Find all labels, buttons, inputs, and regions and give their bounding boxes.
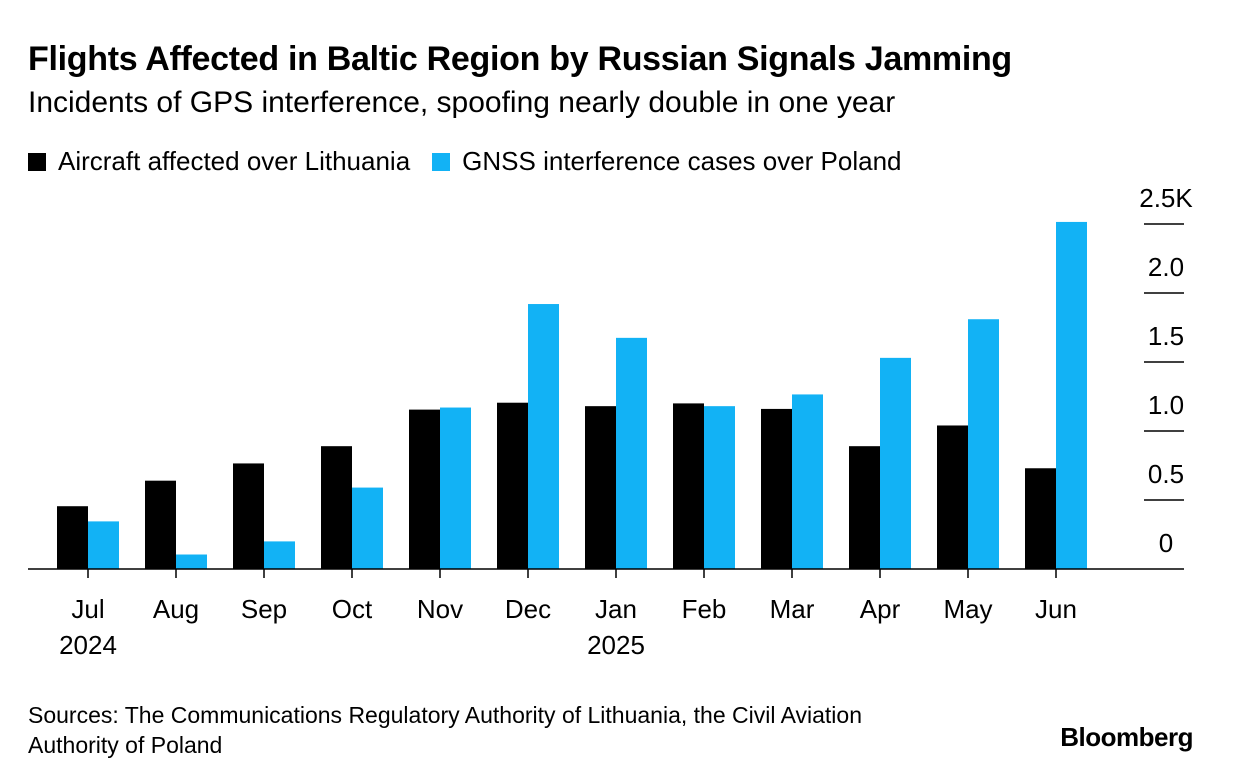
bar-poland <box>264 541 295 569</box>
legend-label-poland: GNSS interference cases over Poland <box>462 146 902 176</box>
bar-lithuania <box>937 425 968 569</box>
bar-lithuania <box>321 446 352 569</box>
x-tick-label: Jul <box>71 594 104 624</box>
x-tick-label: Apr <box>860 594 901 624</box>
legend: Aircraft affected over Lithuania GNSS in… <box>28 146 924 177</box>
bar-poland <box>704 406 735 569</box>
bar-lithuania <box>849 446 880 569</box>
bar-chart: 0 0.5 1.0 1.5 2.0 2.5K Jul 2024 Aug Sep Oct Nov Dec J… <box>28 183 1193 660</box>
bar-lithuania <box>145 480 176 569</box>
x-tick-label: Feb <box>682 594 727 624</box>
source-note: Sources: The Communications Regulatory A… <box>28 702 862 758</box>
bar-poland <box>88 521 119 569</box>
legend-item-poland: GNSS interference cases over Poland <box>432 146 902 177</box>
bar-poland <box>352 487 383 569</box>
bloomberg-logo: Bloomberg <box>1060 722 1193 752</box>
x-year-label: 2025 <box>587 630 645 660</box>
x-tick-label: Nov <box>417 594 463 624</box>
bar-poland <box>968 319 999 569</box>
y-tick-label: 0 <box>1159 528 1173 558</box>
bar-lithuania <box>1025 468 1056 569</box>
x-tick-label: Oct <box>332 594 373 624</box>
x-tick-label: Mar <box>770 594 815 624</box>
bar-lithuania <box>233 463 264 569</box>
bar-poland <box>616 337 647 569</box>
y-tick-label: 1.0 <box>1148 390 1184 420</box>
bar-poland <box>880 357 911 569</box>
x-year-label: 2024 <box>59 630 117 660</box>
y-tick-label: 0.5 <box>1148 459 1184 489</box>
y-tick-label: 2.0 <box>1148 252 1184 282</box>
x-tick-label: Aug <box>153 594 199 624</box>
bar-poland <box>1056 221 1087 569</box>
bar-lithuania <box>761 408 792 569</box>
legend-swatch-poland <box>432 152 451 171</box>
chart-subtitle: Incidents of GPS interference, spoofing … <box>28 86 896 119</box>
bar-lithuania <box>497 402 528 569</box>
bar-poland <box>176 554 207 569</box>
chart-title: Flights Affected in Baltic Region by Rus… <box>28 40 1012 78</box>
bar-lithuania <box>57 506 88 569</box>
x-tick-label: May <box>943 594 992 624</box>
x-tick-label: Jan <box>595 594 637 624</box>
bar-poland <box>440 407 471 569</box>
legend-item-lithuania: Aircraft affected over Lithuania <box>28 146 410 177</box>
y-tick-label: 1.5 <box>1148 321 1184 351</box>
bar-lithuania <box>585 406 616 569</box>
legend-label-lithuania: Aircraft affected over Lithuania <box>58 146 411 176</box>
bar-poland <box>792 394 823 569</box>
bar-lithuania <box>673 403 704 569</box>
x-tick-label: Dec <box>505 594 551 624</box>
bar-lithuania <box>409 409 440 569</box>
bar-poland <box>528 304 559 569</box>
legend-swatch-lithuania <box>28 152 46 171</box>
y-tick-label: 2.5K <box>1139 183 1193 213</box>
x-tick-label: Jun <box>1035 594 1077 624</box>
x-tick-label: Sep <box>241 594 287 624</box>
